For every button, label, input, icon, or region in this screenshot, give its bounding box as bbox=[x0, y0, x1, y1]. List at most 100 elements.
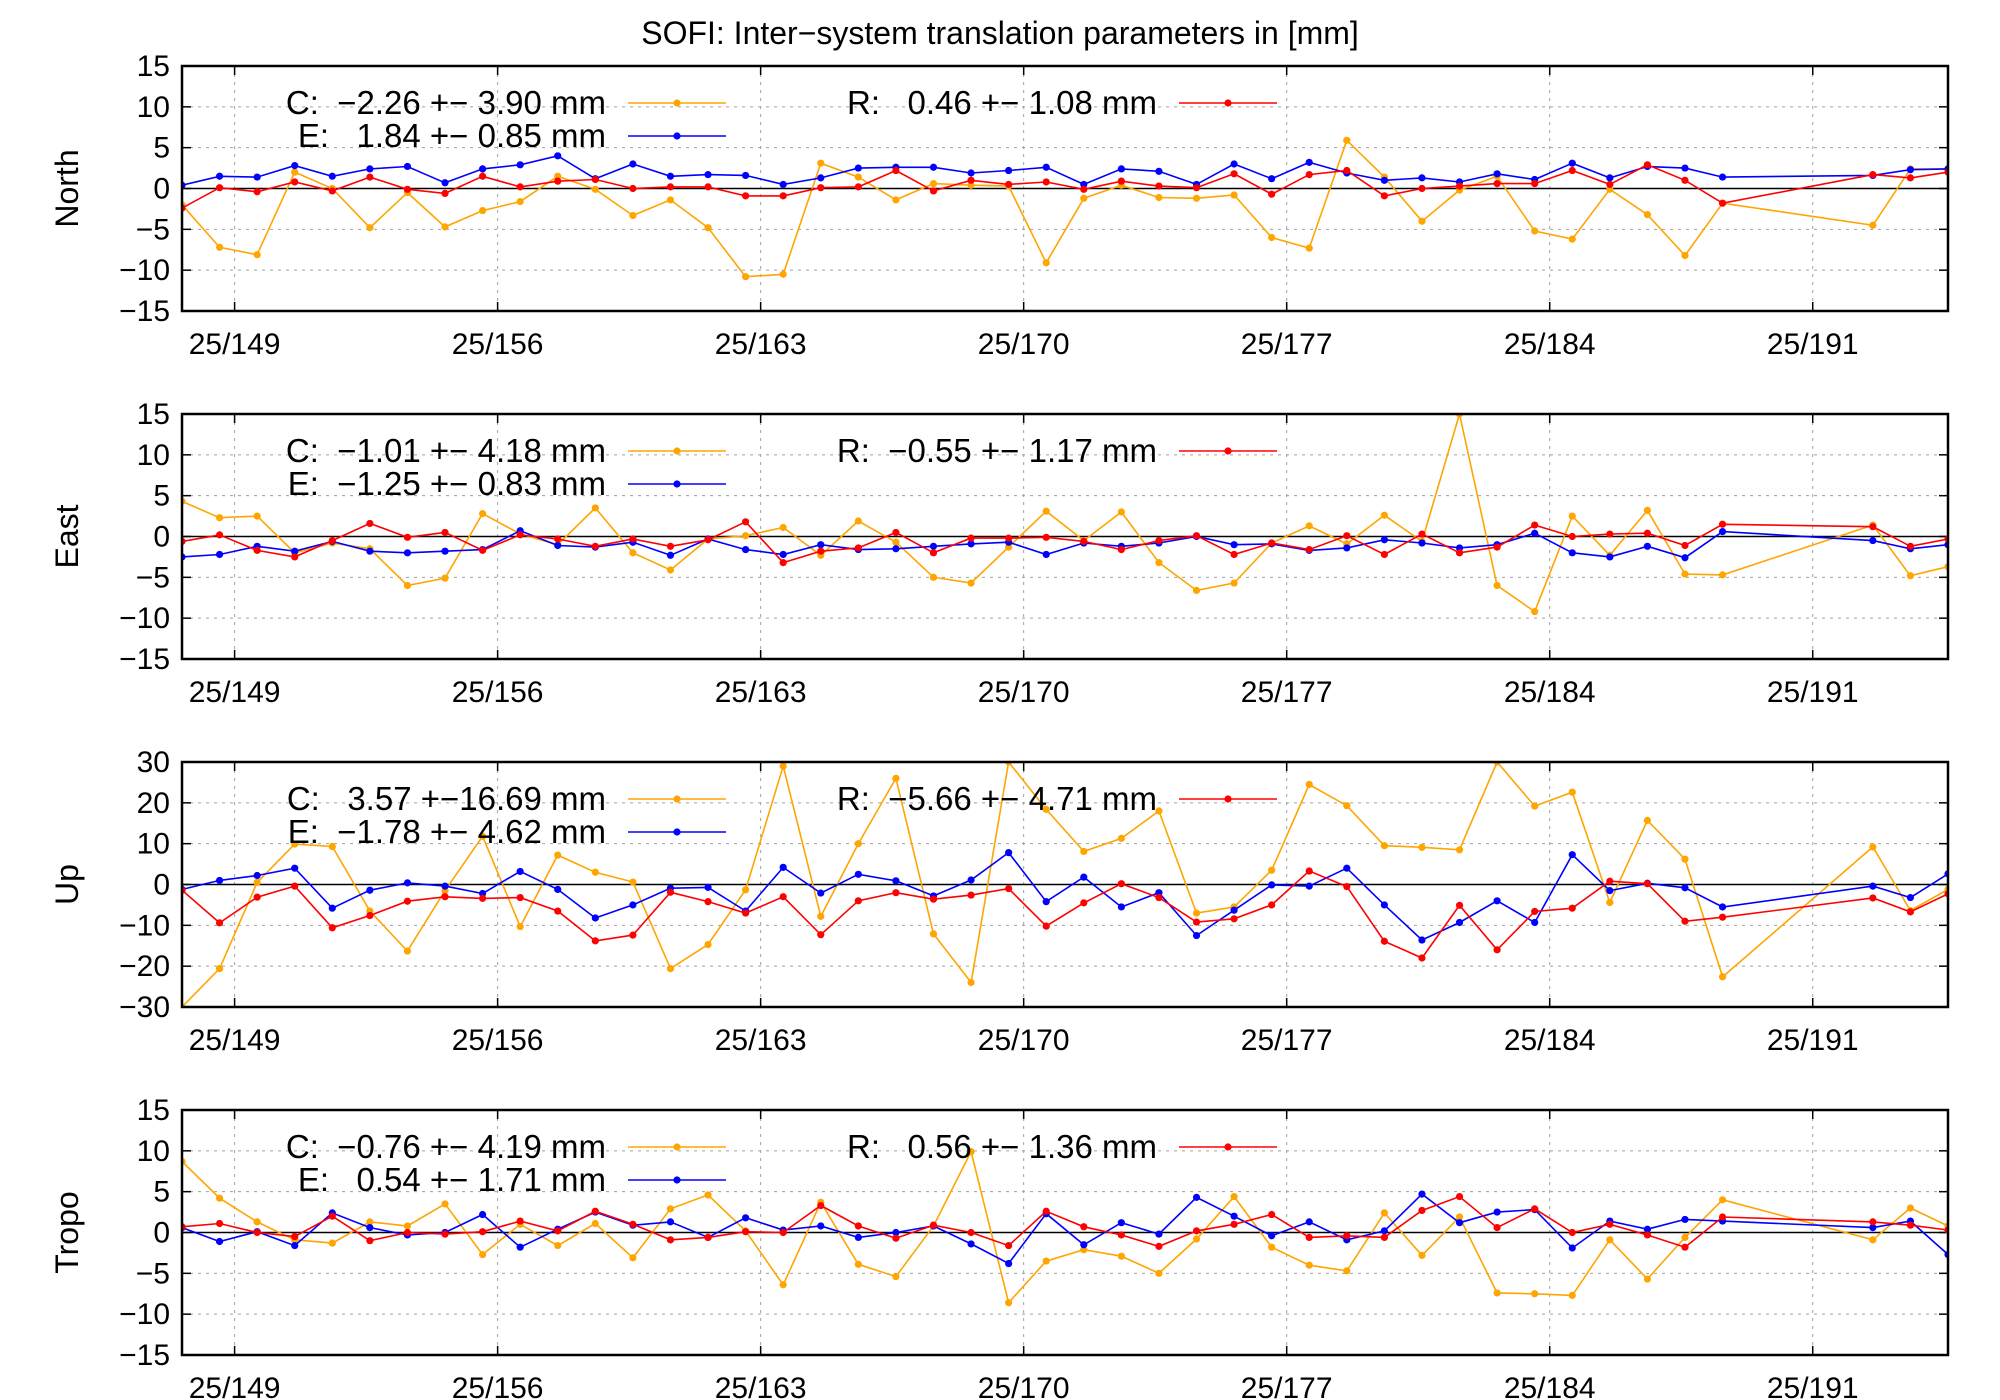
data-point bbox=[967, 1148, 975, 1156]
y-tick-label: 10 bbox=[137, 1135, 170, 1168]
plot-frame bbox=[180, 760, 1950, 1009]
data-point bbox=[629, 931, 637, 939]
data-point bbox=[291, 178, 299, 186]
data-point bbox=[1117, 1252, 1125, 1260]
data-point bbox=[1343, 864, 1351, 872]
data-point bbox=[779, 863, 787, 871]
data-point bbox=[1305, 780, 1313, 789]
chart-title: SOFI: Inter−system translation parameter… bbox=[641, 15, 1359, 51]
data-point bbox=[1568, 549, 1576, 557]
data-point bbox=[1005, 884, 1013, 893]
data-point bbox=[666, 965, 675, 973]
data-point bbox=[1305, 244, 1313, 252]
series-r bbox=[182, 867, 1948, 962]
data-point bbox=[1268, 901, 1276, 909]
data-point bbox=[854, 183, 862, 191]
data-point bbox=[1005, 1259, 1013, 1268]
data-point bbox=[1268, 1232, 1276, 1240]
legend-text-c: C: −1.01 +− 4.18 mm bbox=[286, 432, 606, 469]
data-point bbox=[1305, 882, 1313, 890]
data-point bbox=[1681, 917, 1689, 925]
plot-frame bbox=[180, 412, 1950, 661]
data-point bbox=[629, 1254, 637, 1262]
data-point bbox=[441, 528, 449, 537]
data-point bbox=[1418, 843, 1426, 851]
data-point bbox=[1155, 167, 1163, 175]
data-point bbox=[1192, 184, 1201, 192]
data-point bbox=[516, 922, 524, 931]
data-point bbox=[441, 882, 449, 890]
data-point bbox=[591, 185, 599, 193]
x-tick-label: 25/184 bbox=[1504, 1372, 1596, 1400]
y-tick-label: 15 bbox=[137, 1094, 170, 1127]
data-point bbox=[1230, 1220, 1238, 1228]
data-point bbox=[1606, 553, 1614, 561]
data-point bbox=[1117, 834, 1125, 842]
y-tick-label: 30 bbox=[137, 746, 170, 779]
data-point bbox=[1643, 880, 1652, 888]
data-point bbox=[1005, 849, 1013, 857]
data-point bbox=[253, 871, 261, 880]
data-point bbox=[403, 1222, 412, 1230]
y-tick-label: 5 bbox=[153, 132, 170, 165]
data-point bbox=[1643, 542, 1652, 550]
data-point bbox=[366, 547, 374, 555]
series-e bbox=[182, 152, 1948, 189]
data-point bbox=[1681, 1215, 1689, 1224]
data-point bbox=[1455, 1219, 1464, 1227]
data-point bbox=[215, 1237, 224, 1246]
data-point bbox=[854, 164, 862, 172]
y-tick-label: 0 bbox=[153, 1217, 170, 1250]
y-axis-label: Tropo bbox=[49, 1191, 85, 1273]
data-point bbox=[366, 519, 374, 528]
data-point bbox=[403, 1228, 412, 1237]
data-point bbox=[1906, 908, 1915, 916]
data-point bbox=[1606, 174, 1614, 182]
data-point bbox=[441, 547, 449, 555]
data-point bbox=[1418, 954, 1426, 962]
data-point bbox=[779, 270, 787, 278]
data-point bbox=[929, 895, 938, 903]
data-point bbox=[929, 549, 938, 557]
data-point bbox=[1455, 918, 1464, 927]
data-point bbox=[817, 1222, 825, 1230]
data-point bbox=[1568, 512, 1576, 520]
data-point bbox=[478, 832, 487, 840]
data-point bbox=[1418, 184, 1426, 193]
data-point bbox=[516, 161, 524, 169]
data-point bbox=[253, 893, 261, 901]
data-point bbox=[1343, 532, 1351, 540]
data-point bbox=[1531, 521, 1539, 529]
data-point bbox=[554, 177, 562, 185]
data-point bbox=[1268, 175, 1276, 183]
data-point bbox=[441, 893, 449, 901]
data-point bbox=[591, 937, 599, 945]
data-point bbox=[854, 173, 862, 181]
data-point bbox=[1906, 893, 1915, 902]
data-point bbox=[478, 510, 487, 518]
data-point bbox=[1869, 171, 1877, 179]
data-point bbox=[253, 251, 261, 259]
series-c bbox=[182, 1148, 1948, 1307]
y-tick-label: −10 bbox=[119, 1298, 170, 1331]
data-point bbox=[215, 550, 224, 559]
data-point bbox=[1343, 166, 1351, 175]
x-tick-label: 25/156 bbox=[452, 1372, 544, 1400]
data-point bbox=[1080, 1241, 1088, 1249]
x-tick-label: 25/170 bbox=[978, 328, 1070, 361]
data-point bbox=[929, 573, 938, 581]
data-point bbox=[854, 1260, 862, 1268]
data-point bbox=[1568, 1291, 1576, 1299]
data-point bbox=[1718, 913, 1727, 921]
data-point bbox=[1643, 1231, 1652, 1239]
data-point bbox=[478, 1210, 487, 1219]
data-point bbox=[366, 224, 374, 232]
data-point bbox=[817, 889, 825, 897]
data-point bbox=[403, 549, 412, 557]
x-tick-label: 25/163 bbox=[715, 328, 807, 361]
data-point bbox=[1305, 1218, 1313, 1226]
data-point bbox=[403, 947, 412, 955]
data-point bbox=[403, 897, 412, 905]
data-point bbox=[554, 541, 562, 550]
data-point bbox=[1869, 536, 1877, 545]
